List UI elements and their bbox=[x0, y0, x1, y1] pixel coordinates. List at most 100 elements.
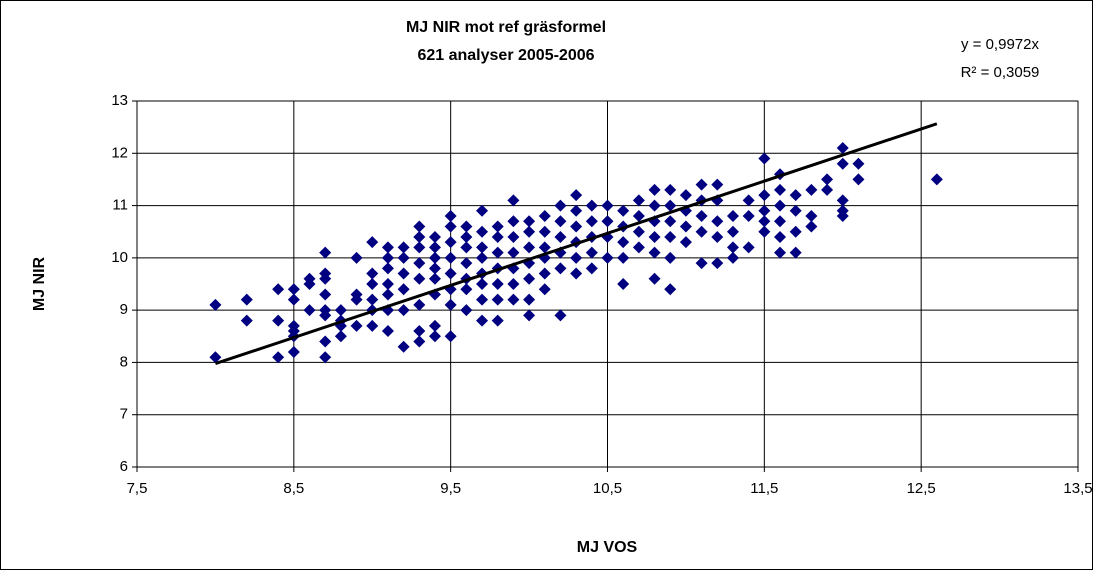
x-tick-label: 9,5 bbox=[440, 480, 461, 497]
point bbox=[632, 194, 645, 207]
point bbox=[476, 241, 489, 254]
point bbox=[350, 319, 363, 332]
point bbox=[507, 215, 520, 228]
point bbox=[852, 157, 865, 170]
point bbox=[742, 194, 755, 207]
point bbox=[413, 230, 426, 243]
point bbox=[397, 283, 410, 296]
point bbox=[664, 215, 677, 228]
point bbox=[601, 215, 614, 228]
y-axis-label: MJ NIR bbox=[31, 256, 48, 311]
point bbox=[460, 257, 473, 270]
point bbox=[476, 314, 489, 327]
x-tick-label: 12,5 bbox=[907, 480, 936, 497]
point bbox=[413, 241, 426, 254]
point bbox=[538, 225, 551, 238]
point bbox=[632, 241, 645, 254]
point bbox=[366, 267, 379, 280]
point bbox=[209, 298, 222, 311]
point bbox=[476, 251, 489, 264]
point bbox=[758, 215, 771, 228]
point bbox=[287, 325, 300, 338]
point bbox=[491, 246, 504, 259]
y-tick-label: 8 bbox=[120, 353, 128, 370]
point bbox=[523, 293, 536, 306]
point bbox=[476, 278, 489, 290]
point bbox=[381, 278, 394, 290]
point bbox=[585, 215, 598, 228]
point bbox=[523, 272, 536, 285]
point bbox=[381, 241, 394, 254]
point bbox=[632, 225, 645, 238]
point bbox=[428, 251, 441, 264]
point bbox=[821, 183, 834, 196]
point bbox=[460, 230, 473, 243]
point bbox=[366, 236, 379, 249]
point bbox=[726, 225, 739, 238]
point bbox=[538, 283, 551, 296]
point bbox=[617, 278, 630, 290]
point bbox=[632, 210, 645, 223]
point bbox=[648, 183, 661, 196]
point bbox=[476, 204, 489, 217]
point bbox=[695, 225, 708, 238]
point bbox=[460, 220, 473, 233]
point bbox=[554, 230, 567, 243]
point bbox=[428, 241, 441, 254]
point bbox=[648, 199, 661, 212]
x-tick-label: 8,5 bbox=[283, 480, 304, 497]
point bbox=[821, 173, 834, 186]
point bbox=[491, 278, 504, 290]
point bbox=[428, 262, 441, 275]
r-squared: R² = 0,3059 bbox=[961, 64, 1040, 81]
point bbox=[664, 283, 677, 296]
point bbox=[570, 220, 583, 233]
point bbox=[585, 262, 598, 275]
point bbox=[444, 210, 457, 223]
point bbox=[428, 330, 441, 343]
point bbox=[774, 246, 787, 259]
point bbox=[805, 220, 818, 233]
point bbox=[648, 230, 661, 243]
point bbox=[444, 298, 457, 311]
point bbox=[319, 335, 332, 348]
x-tick-label: 13,5 bbox=[1063, 480, 1092, 497]
point bbox=[287, 293, 300, 306]
point bbox=[726, 241, 739, 254]
point bbox=[366, 293, 379, 306]
point bbox=[507, 246, 520, 259]
point bbox=[397, 251, 410, 264]
point bbox=[428, 319, 441, 332]
point bbox=[601, 251, 614, 264]
point bbox=[366, 278, 379, 290]
point bbox=[240, 293, 253, 306]
y-tick-label: 7 bbox=[120, 406, 128, 423]
point bbox=[664, 199, 677, 212]
point bbox=[836, 194, 849, 207]
point bbox=[507, 262, 520, 275]
chart-subtitle: 621 analyser 2005-2006 bbox=[417, 47, 594, 64]
point bbox=[774, 215, 787, 228]
y-tick-label: 13 bbox=[111, 92, 128, 109]
point bbox=[272, 283, 285, 296]
point bbox=[287, 283, 300, 296]
point bbox=[805, 183, 818, 196]
point bbox=[476, 225, 489, 238]
point bbox=[491, 220, 504, 233]
point bbox=[742, 241, 755, 254]
point bbox=[303, 304, 316, 317]
point bbox=[397, 241, 410, 254]
point bbox=[695, 210, 708, 223]
point bbox=[491, 230, 504, 243]
point bbox=[789, 225, 802, 238]
point bbox=[726, 251, 739, 264]
point bbox=[617, 236, 630, 249]
y-tick-label: 6 bbox=[120, 458, 128, 475]
point bbox=[397, 304, 410, 317]
point bbox=[711, 230, 724, 243]
point bbox=[444, 236, 457, 249]
y-tick-label: 10 bbox=[111, 249, 128, 266]
point bbox=[664, 251, 677, 264]
point bbox=[711, 178, 724, 191]
point bbox=[711, 257, 724, 270]
